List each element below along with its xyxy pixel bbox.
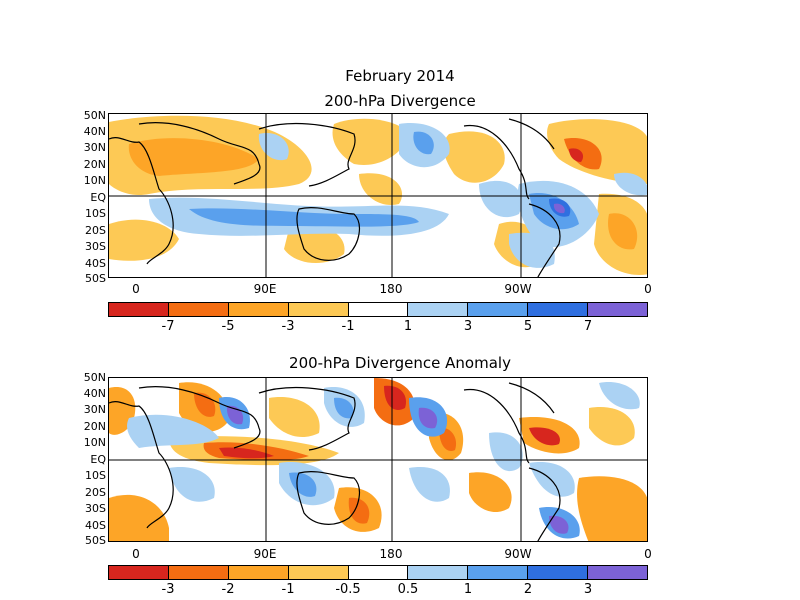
lat-label: 50N <box>83 371 106 384</box>
lon-label: 180 <box>379 282 403 296</box>
colorbar-label: 3 <box>583 582 593 597</box>
figure-month-title: February 2014 <box>345 67 455 85</box>
panel1-title: 200-hPa Divergence <box>324 92 476 110</box>
colorbar-label: -3 <box>281 319 295 334</box>
colorbar-label: -1 <box>281 582 295 597</box>
lat-label: 20S <box>85 224 106 237</box>
panel1-colorbar <box>108 302 648 317</box>
lon-label: 0 <box>644 547 652 561</box>
lon-label: 0 <box>132 547 140 561</box>
lat-label: EQ <box>90 191 106 204</box>
lat-label: 10S <box>85 469 106 482</box>
lon-label: 180 <box>379 547 403 561</box>
colorbar-swatch <box>468 566 529 579</box>
lon-label: 90E <box>253 282 277 296</box>
panel1-map-field <box>109 114 647 277</box>
lat-label: 10S <box>85 207 106 220</box>
colorbar-swatch <box>168 566 229 579</box>
colorbar-swatch <box>468 303 529 316</box>
colorbar-swatch <box>588 566 648 579</box>
colorbar-swatch <box>228 303 289 316</box>
colorbar-swatch <box>288 566 349 579</box>
colorbar-label: -3 <box>161 582 175 597</box>
lat-label: 20N <box>83 420 106 433</box>
panel2-title: 200-hPa Divergence Anomaly <box>289 354 511 372</box>
colorbar-label: 1 <box>463 582 473 597</box>
lat-label: 40S <box>85 519 106 532</box>
lon-label: 90W <box>504 547 532 561</box>
lat-label: 20S <box>85 486 106 499</box>
lon-label: 0 <box>644 282 652 296</box>
lat-label: 40N <box>83 387 106 400</box>
lat-label: 10N <box>83 436 106 449</box>
lat-label: 40N <box>83 125 106 138</box>
colorbar-swatch <box>288 303 349 316</box>
panel2-map-field <box>109 378 647 541</box>
lat-label: 30S <box>85 502 106 515</box>
lat-label: 50S <box>85 272 106 285</box>
lat-label: 30N <box>83 403 106 416</box>
colorbar-label: -0.5 <box>335 582 361 597</box>
colorbar-swatch <box>109 303 169 316</box>
colorbar-label: 5 <box>523 319 533 334</box>
lat-label: 40S <box>85 257 106 270</box>
colorbar-label: -2 <box>221 582 235 597</box>
colorbar-swatch <box>408 303 469 316</box>
colorbar-label: -5 <box>221 319 235 334</box>
lon-label: 90E <box>253 547 277 561</box>
colorbar-label: 0.5 <box>397 582 419 597</box>
lat-label: 30S <box>85 240 106 253</box>
lon-label: 90W <box>504 282 532 296</box>
colorbar-swatch <box>348 303 409 316</box>
lat-label: 30N <box>83 141 106 154</box>
panel2-colorbar <box>108 565 648 580</box>
colorbar-swatch <box>408 566 469 579</box>
colorbar-label: 3 <box>463 319 473 334</box>
panel2-map <box>108 377 648 542</box>
colorbar-swatch <box>228 566 289 579</box>
colorbar-label: 1 <box>403 319 413 334</box>
lat-label: EQ <box>90 453 106 466</box>
lat-label: 10N <box>83 174 106 187</box>
colorbar-swatch <box>528 566 589 579</box>
lon-label: 0 <box>132 282 140 296</box>
colorbar-label: -1 <box>341 319 355 334</box>
colorbar-label: 7 <box>583 319 593 334</box>
colorbar-swatch <box>588 303 648 316</box>
lat-label: 50N <box>83 109 106 122</box>
colorbar-swatch <box>168 303 229 316</box>
colorbar-label: -7 <box>161 319 175 334</box>
colorbar-swatch <box>109 566 169 579</box>
colorbar-swatch <box>348 566 409 579</box>
colorbar-label: 2 <box>523 582 533 597</box>
lat-label: 20N <box>83 158 106 171</box>
panel1-map <box>108 113 648 278</box>
lat-label: 50S <box>85 534 106 547</box>
colorbar-swatch <box>528 303 589 316</box>
